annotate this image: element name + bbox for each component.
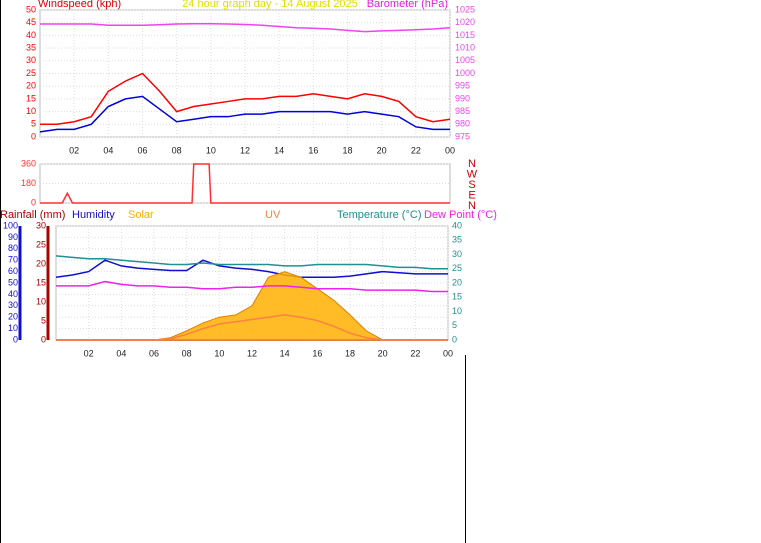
x-tick-label: 04 bbox=[103, 145, 113, 155]
y3-tick-label: 0 bbox=[41, 334, 46, 344]
legend-label: UV bbox=[265, 209, 281, 221]
legend-label: Temperature (°C) bbox=[337, 209, 421, 221]
y-tick-label: 5 bbox=[31, 119, 36, 129]
y2-tick-label: 975 bbox=[455, 131, 470, 141]
y-tick-label: 15 bbox=[26, 93, 36, 103]
x-tick-label: 02 bbox=[69, 145, 79, 155]
y2-tick-label: 1015 bbox=[455, 30, 475, 40]
legend-label: Rainfall (mm) bbox=[0, 209, 65, 221]
y2-tick-label: 1005 bbox=[455, 55, 475, 65]
x-tick-label: 04 bbox=[116, 348, 126, 358]
x-tick-label: 22 bbox=[411, 145, 421, 155]
y-tick-label: 360 bbox=[21, 158, 36, 168]
x-tick-label: 22 bbox=[410, 348, 420, 358]
line bbox=[56, 314, 448, 341]
y2-tick-label: 20 bbox=[452, 277, 462, 287]
x-tick-label: 14 bbox=[280, 348, 290, 358]
y3-tick-label: 25 bbox=[36, 239, 46, 249]
x-tick-label: 16 bbox=[312, 348, 322, 358]
y2-tick-label: 1000 bbox=[455, 68, 475, 78]
line bbox=[39, 95, 450, 133]
y-tick-label: 30 bbox=[26, 55, 36, 65]
line bbox=[40, 163, 450, 204]
y-tick-label: 20 bbox=[26, 81, 36, 91]
y2-tick-label: 980 bbox=[455, 119, 470, 129]
x-tick-label: 06 bbox=[137, 145, 147, 155]
direction-label: N bbox=[468, 200, 476, 212]
y2-tick-label: 990 bbox=[455, 93, 470, 103]
y3-tick-label: 20 bbox=[36, 258, 46, 268]
y2-tick-label: 5 bbox=[452, 320, 457, 330]
y-tick-label: 70 bbox=[8, 255, 18, 265]
y2-tick-label: 40 bbox=[452, 220, 462, 230]
y2-tick-label: 25 bbox=[452, 263, 462, 273]
y-tick-label: 60 bbox=[8, 266, 18, 276]
y3-tick-label: 5 bbox=[41, 315, 46, 325]
y3-tick-label: 30 bbox=[36, 220, 46, 230]
y-tick-label: 40 bbox=[26, 30, 36, 40]
x-tick-label: 16 bbox=[308, 145, 318, 155]
x-tick-label: 02 bbox=[84, 348, 94, 358]
x-tick-label: 20 bbox=[378, 348, 388, 358]
x-tick-label: 08 bbox=[172, 145, 182, 155]
y-tick-label: 40 bbox=[8, 289, 18, 299]
x-tick-label: 20 bbox=[377, 145, 387, 155]
y2-tick-label: 10 bbox=[452, 306, 462, 316]
x-tick-label: 12 bbox=[240, 145, 250, 155]
y-tick-label: 90 bbox=[8, 232, 18, 242]
y-tick-label: 50 bbox=[8, 277, 18, 287]
line bbox=[40, 72, 451, 126]
x-tick-label: 00 bbox=[445, 145, 455, 155]
y-tick-label: 100 bbox=[3, 220, 18, 230]
y-tick-label: 50 bbox=[26, 4, 36, 14]
y2-tick-label: 1025 bbox=[455, 4, 475, 14]
x-tick-label: 08 bbox=[182, 348, 192, 358]
y3-tick-label: 10 bbox=[36, 296, 46, 306]
line bbox=[55, 259, 448, 279]
y-tick-label: 35 bbox=[26, 42, 36, 52]
x-tick-label: 10 bbox=[206, 145, 216, 155]
legend-label: Humidity bbox=[72, 209, 115, 221]
y-tick-label: 80 bbox=[8, 243, 18, 253]
line bbox=[55, 255, 448, 270]
y-tick-label: 20 bbox=[8, 312, 18, 322]
x-tick-label: 06 bbox=[149, 348, 159, 358]
x-tick-label: 18 bbox=[345, 348, 355, 358]
y3-tick-label: 15 bbox=[36, 277, 46, 287]
y-tick-label: 45 bbox=[26, 17, 36, 27]
direction-label: W bbox=[467, 168, 478, 180]
y-tick-label: 30 bbox=[8, 300, 18, 310]
y2-tick-label: 35 bbox=[452, 235, 462, 245]
y2-tick-label: 995 bbox=[455, 81, 470, 91]
x-tick-label: 12 bbox=[247, 348, 257, 358]
y-tick-label: 25 bbox=[26, 68, 36, 78]
y-tick-label: 10 bbox=[26, 106, 36, 116]
direction-label: N bbox=[468, 158, 476, 170]
y2-tick-label: 985 bbox=[455, 106, 470, 116]
y2-axis-label: Barometer (hPa) bbox=[367, 0, 448, 10]
y-tick-label: 180 bbox=[21, 178, 36, 188]
line bbox=[40, 22, 451, 33]
legend-label: Dew Point (°C) bbox=[424, 209, 497, 221]
x-tick-label: 10 bbox=[214, 348, 224, 358]
chart-title: 24 hour graph day - 14 August 2025 bbox=[182, 0, 358, 10]
x-tick-label: 00 bbox=[443, 348, 453, 358]
line bbox=[56, 280, 448, 293]
y-tick-label: 0 bbox=[31, 197, 36, 207]
y2-tick-label: 0 bbox=[452, 334, 457, 344]
x-tick-label: 18 bbox=[342, 145, 352, 155]
y-tick-label: 10 bbox=[8, 323, 18, 333]
direction-label: E bbox=[468, 189, 475, 201]
direction-label: S bbox=[468, 179, 475, 191]
y-tick-label: 0 bbox=[31, 131, 36, 141]
y-axis-label: Windspeed (kph) bbox=[38, 0, 121, 10]
y-tick-label: 0 bbox=[13, 334, 18, 344]
legend-label: Solar bbox=[128, 209, 154, 221]
y2-tick-label: 1010 bbox=[455, 42, 475, 52]
y2-tick-label: 1020 bbox=[455, 17, 475, 27]
y2-tick-label: 15 bbox=[452, 292, 462, 302]
x-tick-label: 14 bbox=[274, 145, 284, 155]
y2-tick-label: 30 bbox=[452, 249, 462, 259]
